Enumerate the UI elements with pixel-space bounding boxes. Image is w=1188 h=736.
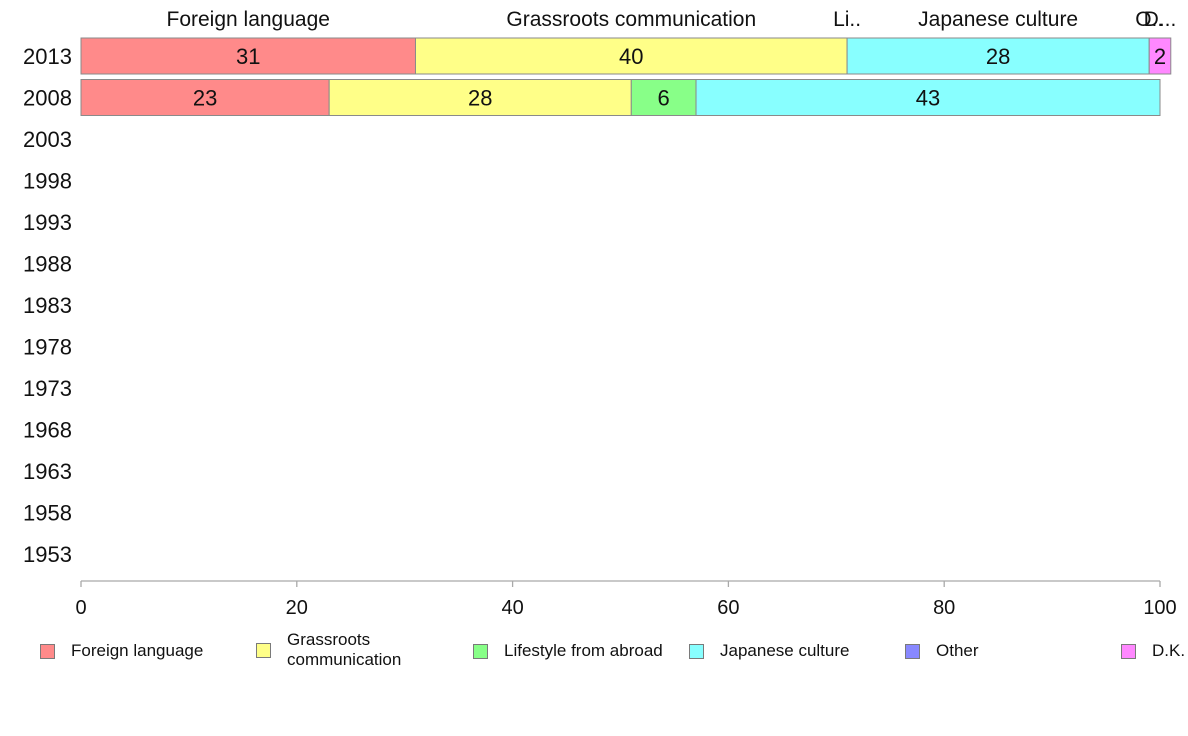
- data-label: 28: [986, 44, 1010, 69]
- bar-segment: [414, 37, 848, 75]
- legend-item: Lifestyle from abroad: [473, 641, 663, 661]
- data-label: 31: [236, 44, 260, 69]
- bar-segment: [695, 79, 1161, 116]
- category-label: 1968: [23, 418, 72, 443]
- legend-swatch: [1121, 643, 1136, 659]
- stacked-bar-chart: 2013 2008 2003 1998 1993 1988 1983 1978 1973 1968…: [23, 8, 1177, 619]
- x-tick-label: 0: [75, 597, 86, 619]
- x-tick-label: 60: [717, 597, 739, 619]
- legend-item: Grassroots communication: [256, 630, 427, 670]
- legend-item: Other: [905, 641, 979, 661]
- data-label: 43: [916, 86, 940, 111]
- legend-label: Lifestyle from abroad: [504, 641, 663, 660]
- bar-segment: [846, 37, 1150, 75]
- legend-swatch: [40, 643, 55, 659]
- x-tick-label: 80: [933, 597, 955, 619]
- legend-label: Grassroots communication: [287, 630, 402, 669]
- category-label: 1963: [23, 459, 72, 484]
- bar-segment: [1148, 37, 1172, 75]
- category-label: 2008: [23, 86, 72, 111]
- category-label: 1983: [23, 293, 72, 318]
- bar-segment: [80, 37, 416, 75]
- legend-item: Japanese culture: [689, 641, 849, 661]
- category-label: 1973: [23, 376, 72, 401]
- bar-segment: [630, 79, 697, 116]
- legend-swatch: [473, 643, 488, 659]
- bar-segment: [328, 79, 632, 116]
- data-label: 28: [468, 86, 492, 111]
- x-tick-label: 20: [286, 597, 308, 619]
- series-top-label: Foreign language: [167, 8, 330, 31]
- bar-segment: [80, 79, 330, 116]
- legend-label: D.K.: [1152, 641, 1186, 660]
- legend-item: D.K.: [1121, 641, 1185, 661]
- legend-label: Other: [936, 641, 979, 660]
- legend-item: Foreign language: [40, 641, 203, 661]
- legend-swatch: [689, 643, 704, 659]
- data-label: 23: [193, 86, 217, 111]
- legend-swatch: [256, 642, 271, 658]
- x-tick-label: 100: [1143, 597, 1176, 619]
- category-label: 1978: [23, 335, 72, 360]
- data-label: 6: [658, 86, 670, 111]
- legend-label: Foreign language: [71, 641, 204, 660]
- category-label: 1998: [23, 169, 72, 194]
- data-label: 2: [1154, 44, 1166, 69]
- category-label: 1988: [23, 252, 72, 277]
- legend-label: Japanese culture: [720, 641, 850, 660]
- category-label: 1953: [23, 542, 72, 567]
- legend-swatch: [905, 643, 920, 659]
- category-label: 1993: [23, 210, 72, 235]
- series-top-label: Grassroots communication: [506, 8, 756, 31]
- category-label: 2013: [23, 44, 72, 69]
- series-top-label: D...: [1144, 8, 1177, 31]
- data-label: 40: [619, 44, 643, 69]
- series-top-label: Li..: [833, 8, 861, 31]
- chart-legend: Foreign language Grassroots communication…: [0, 630, 1188, 680]
- series-top-label: O..: [1135, 8, 1163, 31]
- category-label: 2003: [23, 127, 72, 152]
- category-label: 1958: [23, 501, 72, 526]
- x-tick-label: 40: [501, 597, 523, 619]
- series-top-label: Japanese culture: [918, 8, 1078, 31]
